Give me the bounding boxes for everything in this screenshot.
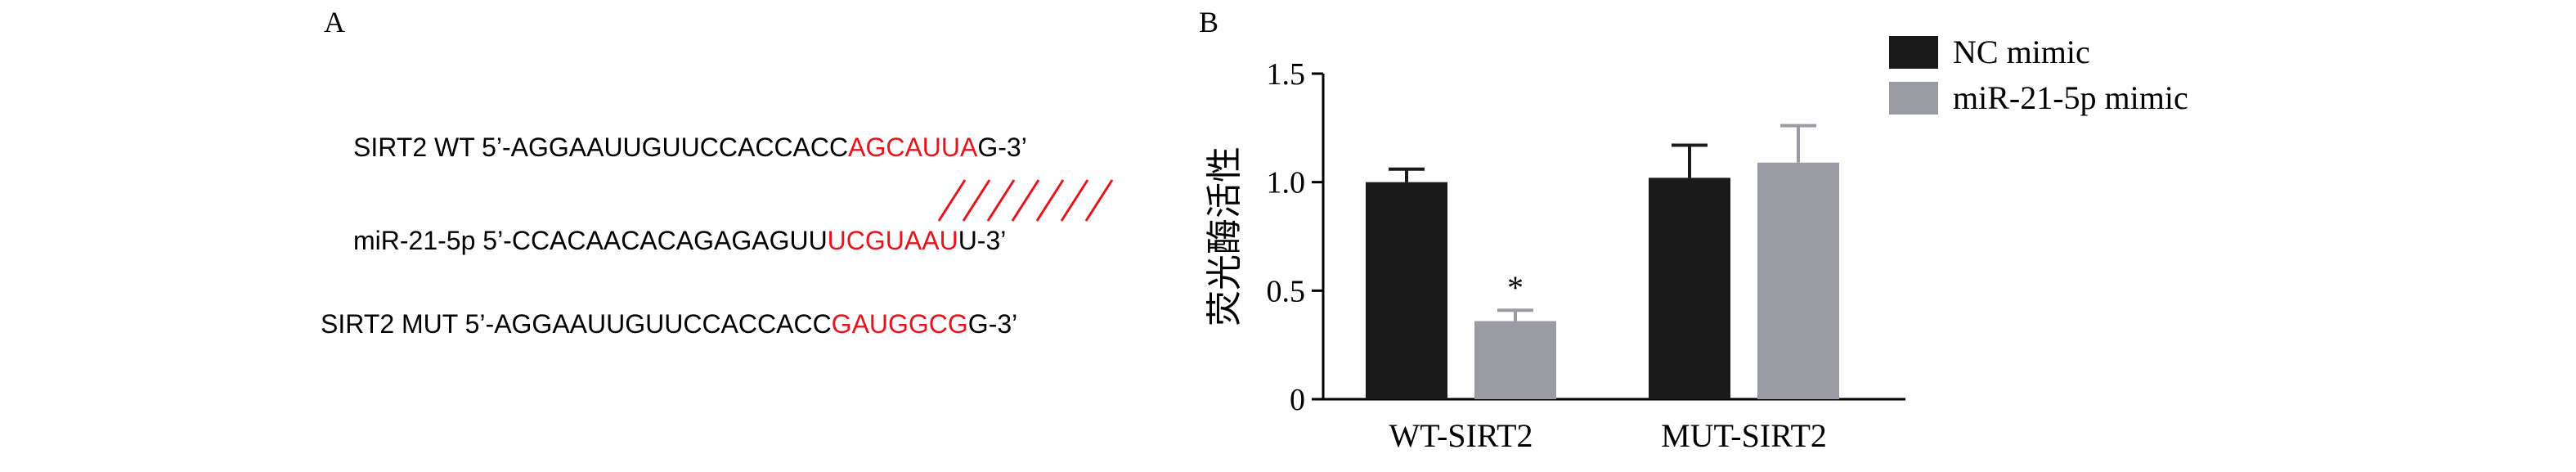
seq-prefix: SIRT2 MUT 5’-AGGAAUUGUUCCACCACC bbox=[321, 309, 832, 339]
mir-21-5p-sequence: miR-21-5p 5’-CCACAACACAGAGAGUUUCGUAAUU-3… bbox=[353, 226, 1006, 256]
legend-label: NC mimic bbox=[1953, 34, 2090, 70]
panel-a-label: A bbox=[324, 6, 345, 38]
bar bbox=[1366, 182, 1447, 399]
seq-highlight: GAUGGCG bbox=[831, 309, 968, 339]
seq-highlight: UCGUAAU bbox=[827, 226, 958, 255]
x-tick-label: MUT-SIRT2 bbox=[1661, 417, 1827, 454]
panel-b-label: B bbox=[1199, 6, 1219, 38]
bar bbox=[1474, 321, 1556, 399]
seq-highlight: AGCAUUA bbox=[848, 133, 978, 162]
seq-prefix: SIRT2 WT 5’-AGGAAUUGUUCCACCACC bbox=[353, 133, 849, 162]
y-tick-label: 0 bbox=[1290, 383, 1305, 417]
seq-prefix: miR-21-5p 5’-CCACAACACAGAGAGUU bbox=[353, 226, 828, 255]
sirt2-mut-sequence: SIRT2 MUT 5’-AGGAAUUGUUCCACCACCGAUGGCGG-… bbox=[321, 309, 1017, 339]
bar bbox=[1649, 178, 1730, 400]
seq-suffix: G-3’ bbox=[977, 133, 1027, 162]
legend-label: miR-21-5p mimic bbox=[1953, 79, 2188, 116]
x-tick-label: WT-SIRT2 bbox=[1389, 417, 1533, 454]
y-tick-label: 1.5 bbox=[1267, 57, 1306, 92]
significance-marker: * bbox=[1507, 269, 1524, 306]
bar bbox=[1757, 162, 1839, 399]
seq-suffix: U-3’ bbox=[958, 226, 1007, 255]
sirt2-wt-sequence: SIRT2 WT 5’-AGGAAUUGUUCCACCACCAGCAUUAG-3… bbox=[353, 133, 1027, 163]
y-tick-label: 0.5 bbox=[1267, 274, 1306, 308]
y-tick-label: 1.0 bbox=[1267, 166, 1306, 200]
y-axis-title: 荧光酶活性 bbox=[1204, 146, 1245, 326]
seq-suffix: G-3’ bbox=[967, 309, 1018, 339]
legend-swatch bbox=[1889, 82, 1938, 115]
legend-swatch bbox=[1889, 36, 1938, 69]
